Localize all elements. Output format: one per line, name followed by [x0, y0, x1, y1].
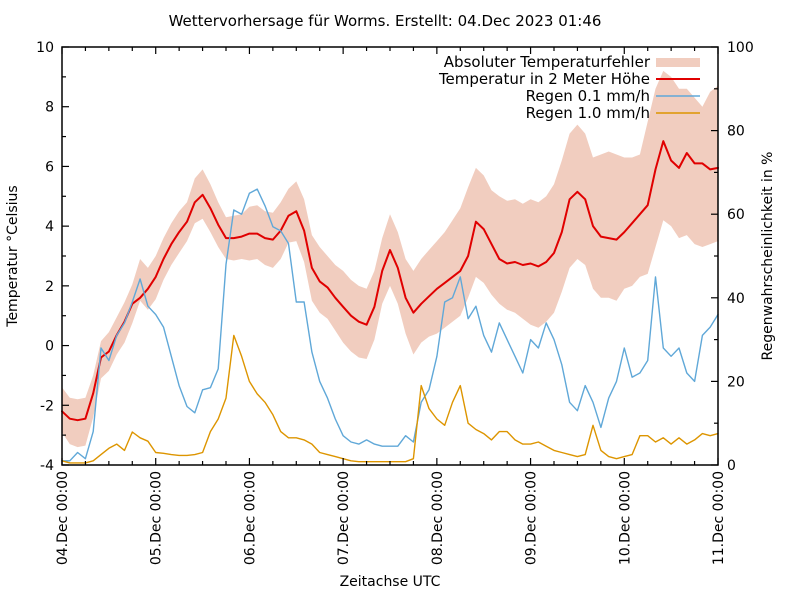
left-tick-label: 8	[45, 100, 54, 116]
temperature-error-band-group	[62, 70, 718, 448]
x-tick-label: 10.Dec 00:00	[617, 471, 633, 565]
bottom-axis-label: Zeitachse UTC	[340, 574, 441, 590]
temperature-error-band	[62, 70, 718, 448]
right-tick-label: 60	[727, 207, 745, 223]
left-tick-label: 0	[45, 339, 54, 355]
legend-label: Regen 0.1 mm/h	[526, 87, 650, 105]
right-tick-label: 20	[727, 374, 745, 390]
left-tick-label: 2	[45, 279, 54, 295]
left-tick-label: -2	[40, 398, 54, 414]
right-tick-label: 0	[727, 458, 736, 474]
legend-band-swatch	[656, 58, 700, 67]
rain-10-line	[61, 334, 719, 464]
legend-label: Temperatur in 2 Meter Höhe	[438, 70, 650, 88]
right-tick-label: 40	[727, 291, 745, 307]
x-tick-label: 09.Dec 00:00	[524, 471, 540, 565]
rain-01-line	[61, 188, 719, 462]
legend-label: Regen 1.0 mm/h	[526, 104, 650, 122]
x-tick-label: 08.Dec 00:00	[430, 471, 446, 565]
left-tick-label: 6	[45, 159, 54, 175]
left-tick-label: -4	[40, 458, 54, 474]
x-tick-label: 07.Dec 00:00	[336, 471, 352, 565]
chart-title: Wettervorhersage für Worms. Erstellt: 04…	[169, 12, 602, 30]
left-tick-label: 10	[36, 40, 54, 56]
temperature-line	[61, 140, 719, 422]
right-tick-label: 100	[727, 40, 754, 56]
right-tick-label: 80	[727, 124, 745, 140]
right-axis-label: Regenwahrscheinlichkeit in %	[760, 152, 776, 361]
left-axis-label: Temperatur °Celsius	[5, 185, 21, 327]
left-tick-label: 4	[45, 219, 54, 235]
x-tick-label: 05.Dec 00:00	[149, 471, 165, 565]
x-tick-label: 04.Dec 00:00	[55, 471, 71, 565]
x-tick-label: 11.Dec 00:00	[711, 471, 727, 565]
legend-label: Absoluter Temperaturfehler	[444, 53, 651, 71]
plot-border	[61, 46, 719, 466]
x-tick-label: 06.Dec 00:00	[242, 471, 258, 565]
